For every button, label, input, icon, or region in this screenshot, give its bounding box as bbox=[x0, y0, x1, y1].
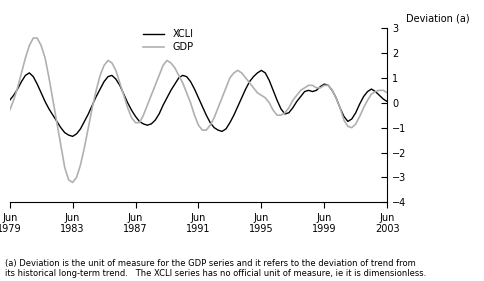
Legend: XCLI, GDP: XCLI, GDP bbox=[143, 30, 194, 52]
Text: (a) Deviation is the unit of measure for the GDP series and it refers to the dev: (a) Deviation is the unit of measure for… bbox=[5, 259, 426, 278]
Text: Deviation (a): Deviation (a) bbox=[406, 14, 469, 24]
